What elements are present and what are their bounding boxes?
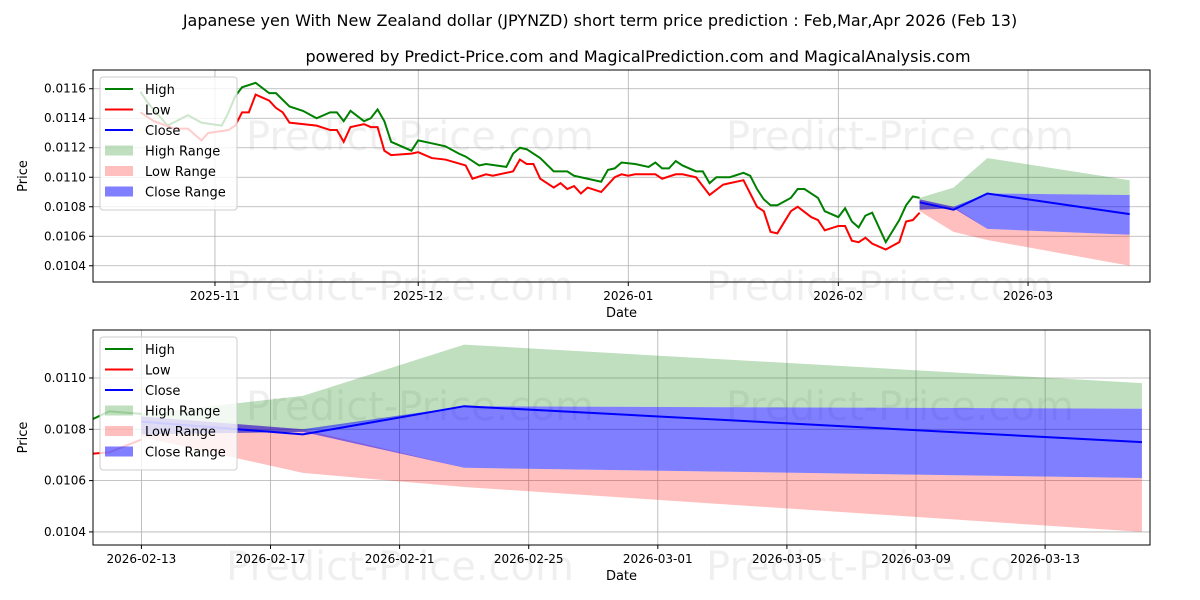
x-tick-label: 2026-02-25 [494,552,564,566]
x-tick-label: 2026-03-05 [752,552,822,566]
top-chart: Predict-Price.com Predict-Price.com Predic… [16,69,1151,321]
y-tick-label: 0.0106 [44,229,86,243]
x-tick-label: 2026-03 [1003,289,1053,303]
close-range-band [141,406,1142,479]
x-tick-label: 2025-12 [393,289,443,303]
y-tick-label: 0.0110 [44,371,86,385]
legend-swatch-patch [105,145,133,156]
y-tick-label: 0.0106 [44,474,86,488]
legend-label: High Range [145,405,220,420]
close-range-band [919,193,1130,235]
axes-frame [92,329,1151,546]
x-tick-label: 2026-03-13 [1010,552,1080,566]
x-axis-label: Date [606,306,637,321]
high-range-band [141,344,1142,435]
high-range-band [919,158,1130,210]
high-line [139,81,920,245]
x-tick-label: 2026-02-13 [107,552,177,566]
y-tick-label: 0.0104 [44,259,86,273]
y-axis-label: Price [16,422,31,454]
y-tick-label: 0.0110 [44,170,86,184]
legend-swatch-patch [105,166,133,176]
watermark-text: Predict-Price.com [226,544,574,590]
axes-frame [92,69,1151,283]
legend-label: High [145,343,175,358]
y-axis-label: Price [16,160,31,192]
legend-swatch-patch [105,405,133,416]
y-tick-label: 0.0112 [44,141,86,155]
legend-label: Close [145,124,180,139]
x-tick-label: 2026-02-17 [236,552,306,566]
x-tick-label: 2026-03-09 [881,552,951,566]
legend-label: Low [145,104,171,119]
legend-box [99,336,238,471]
y-tick-label: 0.0108 [44,200,86,214]
x-tick-label: 2026-01 [603,289,653,303]
y-tick-label: 0.0116 [44,82,86,96]
legend-swatch-patch [105,446,133,457]
close-line [919,192,1130,216]
x-tick-label: 2025-11 [190,289,240,303]
watermark-text: Predict-Price.com [726,114,1074,160]
legend-label: Low [145,364,171,379]
y-tick-label: 0.0114 [44,111,86,125]
legend-label: Close Range [145,186,226,201]
plot-area [139,81,1130,266]
watermark-text: Predict-Price.com [226,264,574,310]
watermark-text: Predict-Price.com [706,264,1054,310]
y-tick-label: 0.0108 [44,422,86,436]
watermark-text: Predict-Price.com [706,544,1054,590]
x-tick-label: 2026-02 [813,289,863,303]
legend-swatch-patch [105,186,133,197]
low-range-band [141,416,1142,532]
low-line [139,93,921,251]
y-tick-label: 0.0104 [44,525,86,539]
plot-area [93,344,1142,532]
legend-label: Close Range [145,446,226,461]
legend-label: Low Range [145,165,216,180]
x-tick-label: 2026-03-01 [623,552,693,566]
legend-swatch-patch [105,426,133,436]
legend-label: Close [145,384,180,399]
bottom-chart: Predict-Price.com Predict-Price.comPredic… [16,329,1151,590]
legend-label: High [145,83,175,98]
legend-box [99,76,238,211]
legend-label: High Range [145,145,220,160]
low-range-band [919,199,1130,266]
chart-subtitle: powered by Predict-Price.com and Magical… [305,47,970,66]
legend-label: Low Range [145,425,216,440]
x-tick-label: 2026-02-21 [365,552,435,566]
x-axis-label: Date [606,569,637,584]
chart-title: Japanese yen With New Zealand dollar (JP… [182,11,1017,30]
